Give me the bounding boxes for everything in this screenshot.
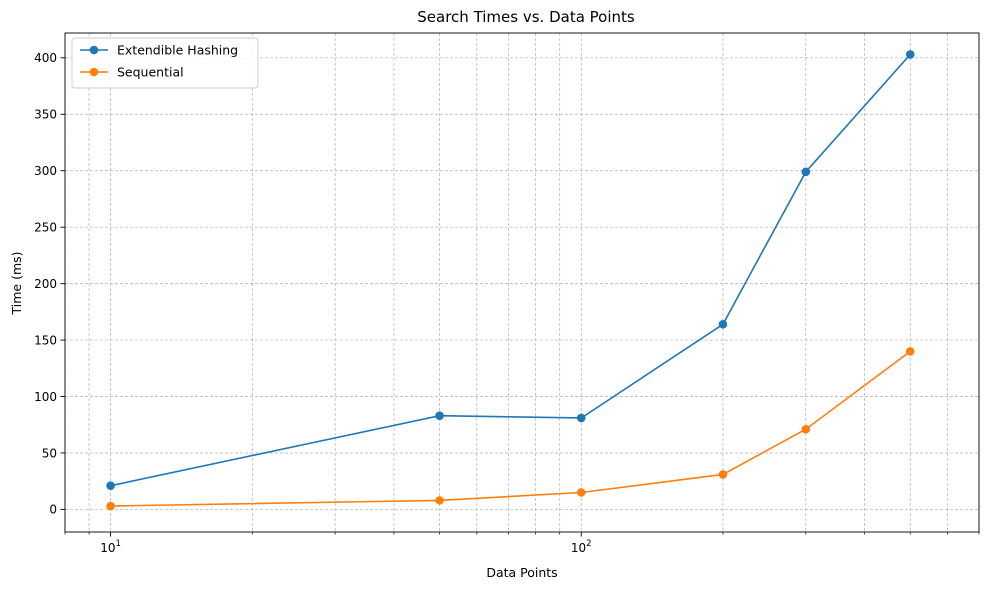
data-point xyxy=(576,413,586,423)
legend-item: Extendible Hashing xyxy=(80,43,238,58)
x-tick-exponent: 2 xyxy=(586,539,591,549)
data-point xyxy=(905,347,915,356)
legend-marker xyxy=(89,45,99,55)
plot-frame xyxy=(64,32,980,533)
data-point xyxy=(801,167,811,177)
legend-box xyxy=(71,37,259,89)
legend-label: Extendible Hashing xyxy=(117,43,238,58)
grid-lines xyxy=(64,33,980,532)
data-point xyxy=(106,501,115,511)
y-tick-label: 350 xyxy=(34,108,57,122)
data-point xyxy=(718,470,728,479)
data-point xyxy=(106,481,115,491)
series-line xyxy=(110,53,911,487)
y-tick-label: 250 xyxy=(34,220,57,234)
x-tick-base: 10 xyxy=(571,541,586,555)
data-point xyxy=(576,488,586,497)
y-tick-label: 100 xyxy=(34,390,57,404)
legend-marker xyxy=(89,67,99,77)
y-axis-label: Time (ms) xyxy=(9,251,24,315)
y-tick-label: 200 xyxy=(34,277,57,291)
series-0 xyxy=(106,50,915,491)
x-tick-exponent: 1 xyxy=(116,539,121,549)
data-point xyxy=(718,319,728,329)
y-tick-label: 50 xyxy=(42,446,57,460)
y-tick-label: 150 xyxy=(34,333,57,347)
series-line xyxy=(110,350,911,507)
y-axis-ticks: 0 50 100 150 200 250 300 350 400 xyxy=(34,51,65,517)
x-tick-base: 10 xyxy=(100,541,115,555)
data-point xyxy=(905,50,915,59)
chart-title: Search Times vs. Data Points xyxy=(417,8,635,26)
x-tick-label: 102 xyxy=(571,539,592,555)
series-layer xyxy=(106,50,915,511)
y-tick-label: 400 xyxy=(34,51,57,65)
legend-label: Sequential xyxy=(117,65,184,80)
data-point xyxy=(801,424,811,434)
x-axis-ticks: 101 102 xyxy=(64,532,980,555)
legend: Extendible Hashing Sequential xyxy=(71,37,259,89)
data-point xyxy=(435,411,444,421)
x-tick-label: 101 xyxy=(100,539,121,555)
legend-item: Sequential xyxy=(80,65,184,80)
y-tick-label: 0 xyxy=(49,503,57,517)
y-tick-label: 300 xyxy=(34,164,57,178)
series-1 xyxy=(106,347,915,511)
data-point xyxy=(435,496,444,505)
x-axis-label: Data Points xyxy=(486,565,557,580)
